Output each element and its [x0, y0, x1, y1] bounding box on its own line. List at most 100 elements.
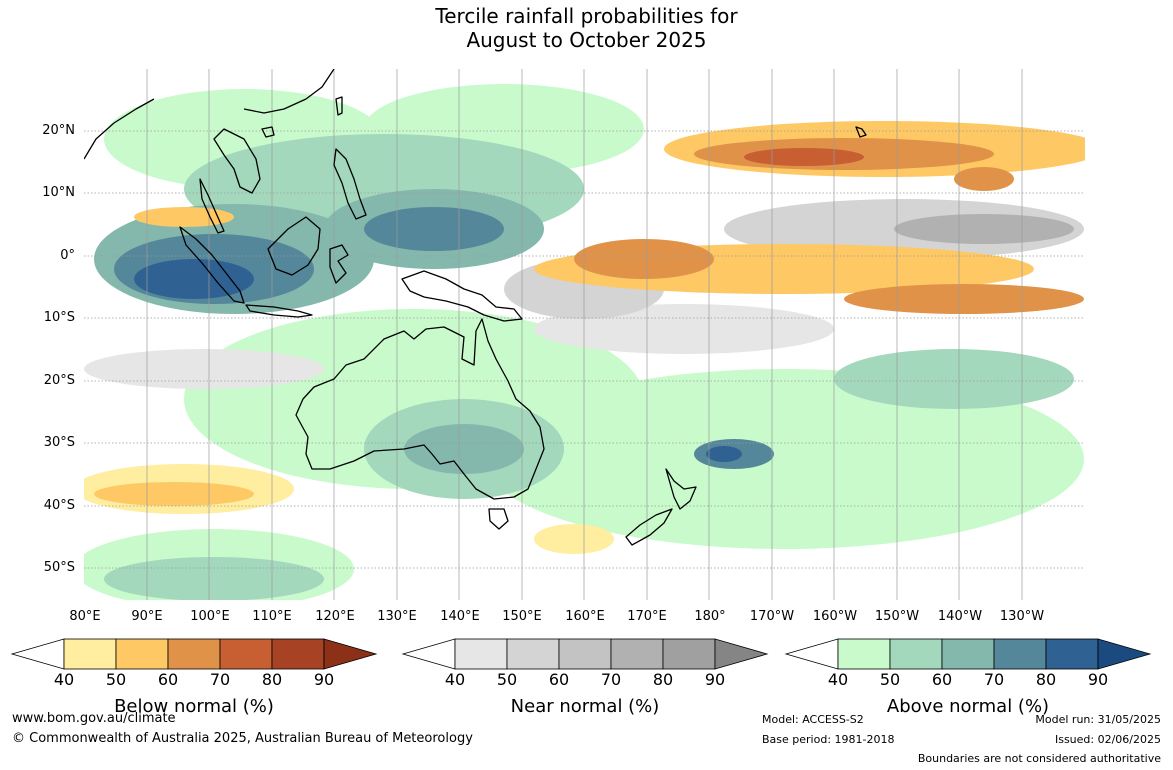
colorbar-segment [323, 638, 378, 670]
below-normal-patch [744, 148, 864, 166]
title-line-2: August to October 2025 [466, 28, 707, 52]
indochina-outline [213, 128, 261, 194]
java-outline [245, 304, 313, 318]
colorbar-segment [993, 638, 1047, 670]
lon-label: 90°E [131, 609, 163, 624]
colorbar-segment [837, 638, 891, 670]
new-guinea-outline [401, 270, 523, 322]
colorbar-tick: 40 [444, 670, 466, 689]
probability-field [84, 84, 1085, 600]
colorbar-tick: 90 [313, 670, 335, 689]
above-normal-patch [834, 349, 1074, 409]
lon-label: 150°W [874, 609, 920, 624]
colorbar-segment [115, 638, 169, 670]
base-period-text: Base period: 1981-2018 [762, 733, 895, 746]
colorbar-segment [1045, 638, 1099, 670]
colorbar-tick: 90 [704, 670, 726, 689]
colorbar-tick: 80 [261, 670, 283, 689]
above-normal-label: Above normal (%) [886, 696, 1050, 717]
below-normal-patch [574, 239, 714, 279]
colorbar-segment [63, 638, 117, 670]
lon-label: 130°E [377, 609, 417, 624]
above-normal-patch [484, 369, 1084, 549]
lat-label: 10°N [42, 185, 75, 200]
lat-label: 30°S [43, 435, 75, 450]
lon-label: 100°E [190, 609, 230, 624]
colorbar-tick: 80 [1035, 670, 1057, 689]
colorbar-tick: 90 [1087, 670, 1109, 689]
website-link[interactable]: www.bom.gov.au/climate [12, 711, 176, 726]
near-normal-patch [84, 349, 324, 389]
below-normal-label: Below normal (%) [114, 696, 274, 717]
lat-label: 50°S [43, 560, 75, 575]
rainfall-probability-map [84, 69, 1085, 600]
lon-label: 80°E [69, 609, 101, 624]
above-normal-patch [134, 259, 254, 299]
colorbar-tick: 60 [157, 670, 179, 689]
colorbar-segment [941, 638, 995, 670]
near-normal-colorbar [401, 638, 769, 670]
hawaii-outline [855, 126, 867, 138]
model-text: Model: ACCESS-S2 [762, 713, 864, 726]
colorbar-tick: 70 [983, 670, 1005, 689]
near-normal-patch [894, 214, 1074, 244]
lon-label: 170°W [749, 609, 795, 624]
issued-text: Issued: 02/06/2025 [1054, 733, 1161, 746]
lon-label: 140°E [440, 609, 480, 624]
lon-label: 130°W [999, 609, 1045, 624]
lat-label: 40°S [43, 498, 75, 513]
colorbar-tick: 50 [105, 670, 127, 689]
boundaries-note: Boundaries are not considered authoritat… [917, 752, 1161, 765]
colorbar-tick: 80 [652, 670, 674, 689]
below-normal-colorbar [10, 638, 378, 670]
lon-label: 170°E [627, 609, 667, 624]
colorbar-segment [610, 638, 664, 670]
below-normal-patch [534, 524, 614, 554]
malay-peninsula-outline [199, 178, 225, 234]
hainan-outline [261, 126, 275, 138]
colorbar-segment [558, 638, 612, 670]
colorbar-tick: 60 [548, 670, 570, 689]
sulawesi-outline [329, 244, 349, 284]
taiwan-outline [335, 96, 343, 116]
borneo-outline [267, 216, 321, 276]
map-title: Tercile rainfall probabilities for Augus… [0, 4, 1173, 52]
near-normal-label: Near normal (%) [510, 696, 660, 717]
colorbar-segment [889, 638, 943, 670]
lat-label: 20°N [42, 123, 75, 138]
model-run-text: Model run: 31/05/2025 [1035, 713, 1161, 726]
lon-label: 160°W [812, 609, 858, 624]
colorbar-tick: 70 [600, 670, 622, 689]
lon-label: 110°E [252, 609, 292, 624]
below-normal-patch [844, 284, 1084, 314]
colorbar-segment [784, 638, 839, 670]
colorbar-segment [506, 638, 560, 670]
map-svg [84, 69, 1085, 600]
china-coast-outline [243, 69, 335, 114]
below-normal-patch [134, 207, 234, 227]
colorbar-tick: 40 [827, 670, 849, 689]
colorbar-tick: 40 [53, 670, 75, 689]
lon-label: 180° [694, 609, 726, 624]
colorbar-segment [219, 638, 273, 670]
colorbar-segment [401, 638, 456, 670]
colorbar-segment [10, 638, 65, 670]
colorbar-tick: 50 [879, 670, 901, 689]
above-normal-patch [364, 207, 504, 251]
nz-south-island-outline [625, 508, 673, 546]
lat-label: 20°S [43, 373, 75, 388]
sumatra-outline [179, 226, 245, 304]
above-normal-patch [104, 557, 324, 600]
colorbar-tick: 60 [931, 670, 953, 689]
below-normal-patch [94, 482, 254, 506]
colorbar-segment [662, 638, 716, 670]
tasmania-outline [488, 508, 509, 530]
colorbar-segment [167, 638, 221, 670]
above-normal-colorbar [784, 638, 1152, 670]
coastlines [84, 69, 867, 546]
colorbar-tick: 50 [496, 670, 518, 689]
lon-label: 140°W [937, 609, 983, 624]
australia-outline [295, 318, 545, 500]
india-outline [84, 98, 155, 160]
philippines-outline [333, 148, 367, 220]
